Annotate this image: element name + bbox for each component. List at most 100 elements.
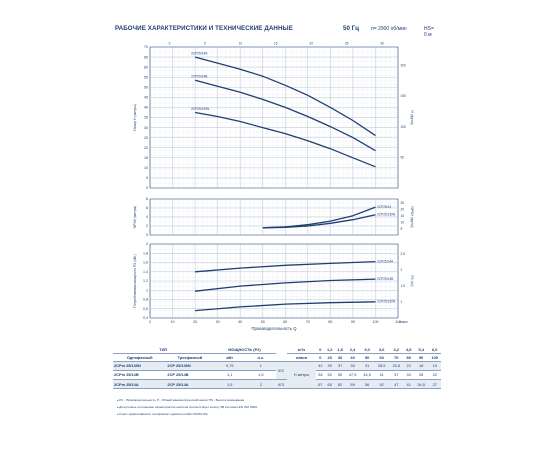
q-lmin-3: 40: [345, 353, 360, 362]
head-value: 50: [334, 370, 346, 381]
head-value: 22: [428, 370, 441, 381]
y-tick-label: 45: [144, 96, 148, 100]
q-lmin-5: 60: [374, 353, 389, 362]
npsh-chart: 0 2 4 6 8 5 10 15 20 25 NPSH (метры) NPSH (футы) 2CP…: [133, 197, 414, 237]
head-value: 39: [324, 361, 335, 371]
y-tick-label: 0,6: [143, 307, 148, 311]
top-tick-label: 20: [309, 42, 313, 46]
head-value: 34,5: [413, 379, 429, 390]
top-tick-label: 25: [345, 42, 349, 46]
q-m3-2: 1,8: [334, 346, 346, 354]
y-tick-label: 25: [144, 136, 148, 140]
page-title: РАБОЧИЕ ХАРАКТЕРИСТИКИ И ТЕХНИЧЕСКИЕ ДАН…: [115, 25, 293, 32]
q-lmin-6: 70: [388, 353, 404, 362]
spec-table: ТИП МОЩНОСТЬ (P2) м³/ч 0 1,2 1,8 2,4 3,0…: [113, 346, 441, 390]
y2-tick-label: 1: [401, 300, 403, 304]
y2-tick-label: 50: [401, 156, 405, 160]
q-m3-header: м³/ч: [286, 346, 317, 354]
three-phase-header: Трехфазный: [166, 353, 214, 362]
head-value: 62: [334, 379, 346, 390]
footnote: Допустимое отклонение характеристик насо…: [117, 404, 437, 411]
single-model: 2CPm 25/14A: [113, 379, 167, 390]
x-tick-label: 0: [149, 320, 151, 324]
y-axis-label: Потребляемая мощность P2 (кВт): [133, 254, 137, 307]
power-kw: 0,75: [213, 361, 247, 371]
x-tick-label: 20: [193, 320, 197, 324]
series-label: 2CP25/130N: [377, 300, 396, 304]
y-tick-label: 1,2: [143, 279, 148, 283]
y2-tick-label: 200: [401, 64, 407, 68]
head-value: 28,5: [374, 361, 389, 371]
q-m3-8: 5,4: [413, 346, 429, 354]
head-value: 18: [413, 361, 429, 371]
q-lmin-2: 30: [334, 353, 346, 362]
y-tick-label: 60: [144, 65, 148, 69]
y-tick-label: 65: [144, 55, 148, 59]
y-tick-label: 5: [146, 176, 148, 180]
three-model: 2CP 25/130N: [166, 361, 214, 371]
y-axis-label: Напор H (метры): [133, 104, 137, 131]
head-value: 15: [428, 361, 441, 371]
ie-class: IE2: [275, 361, 287, 381]
x-axis-label: Производительность Q: [251, 326, 297, 331]
series-label: 2CP25/14B: [191, 75, 207, 79]
footnotes: P2 - Производительность H - Общий маноме…: [117, 397, 437, 419]
x-tick-label: 30: [216, 320, 220, 324]
q-m3-1: 1,2: [324, 346, 335, 354]
series-label: 2CP25/130N: [191, 107, 210, 111]
head-value: 42: [316, 361, 325, 371]
y2-tick-label: 100: [401, 125, 407, 129]
q-m3-4: 3,0: [359, 346, 375, 354]
y-tick-label: 2: [146, 242, 148, 246]
y-tick-label: 1: [146, 288, 148, 292]
q-lmin-7: 80: [403, 353, 414, 362]
y-tick-label: 1,8: [143, 251, 148, 255]
q-m3-9: 6,0: [428, 346, 441, 354]
y-tick-label: 0: [146, 186, 148, 190]
type-header: ТИП: [113, 346, 214, 354]
y-tick-label: 8: [146, 197, 148, 201]
top-tick-label: 30: [380, 42, 384, 46]
top-tick-label: 10: [239, 42, 243, 46]
x-unit-label: л/мин: [399, 320, 408, 324]
head-value: 35: [345, 361, 360, 371]
q-lmin-0: 0: [316, 353, 325, 362]
y2-tick-label: 20: [401, 207, 405, 211]
series-line: [262, 214, 376, 229]
y-tick-label: 40: [144, 106, 148, 110]
head-value: 65: [324, 379, 335, 390]
x-tick-label: 40: [238, 320, 242, 324]
y-tick-label: 30: [144, 126, 148, 130]
power-kw: 1,5: [213, 379, 247, 390]
y-tick-label: 2: [146, 224, 148, 228]
y-tick-label: 15: [144, 156, 148, 160]
y2-tick-label: 10: [401, 220, 405, 224]
frequency-label: 50 Гц: [343, 25, 359, 32]
q-m3-5: 3,6: [374, 346, 389, 354]
head-value: 25,5: [388, 361, 404, 371]
y-tick-label: 1,4: [143, 270, 148, 274]
power-header: МОЩНОСТЬ (P2): [213, 346, 276, 354]
series-label: 2CP25/14B: [377, 277, 393, 281]
series-line: [195, 260, 376, 273]
single-model: 2CPm 25/14B: [113, 370, 167, 381]
series-label: 2CP25/130N: [377, 213, 396, 217]
y-tick-label: 0,8: [143, 298, 148, 302]
y-tick-label: 70: [144, 45, 148, 49]
series-line: [195, 278, 376, 292]
power-hp: 1,5: [246, 370, 276, 381]
head-value: 56: [359, 379, 375, 390]
power-hp: 1: [246, 361, 276, 371]
y-tick-label: 6: [146, 206, 148, 210]
power-kw: 1,1: [213, 370, 247, 381]
suction-height-label: HS= 0 м: [424, 25, 434, 38]
head-value: 54: [316, 370, 325, 381]
head-value: 41: [374, 370, 389, 381]
y-tick-label: 10: [144, 166, 148, 170]
head-value: 67: [316, 379, 325, 390]
head-value: 52: [374, 379, 389, 390]
head-value: 47: [388, 379, 404, 390]
x-tick-label: 110: [395, 320, 401, 324]
head-value: 52: [324, 370, 335, 381]
